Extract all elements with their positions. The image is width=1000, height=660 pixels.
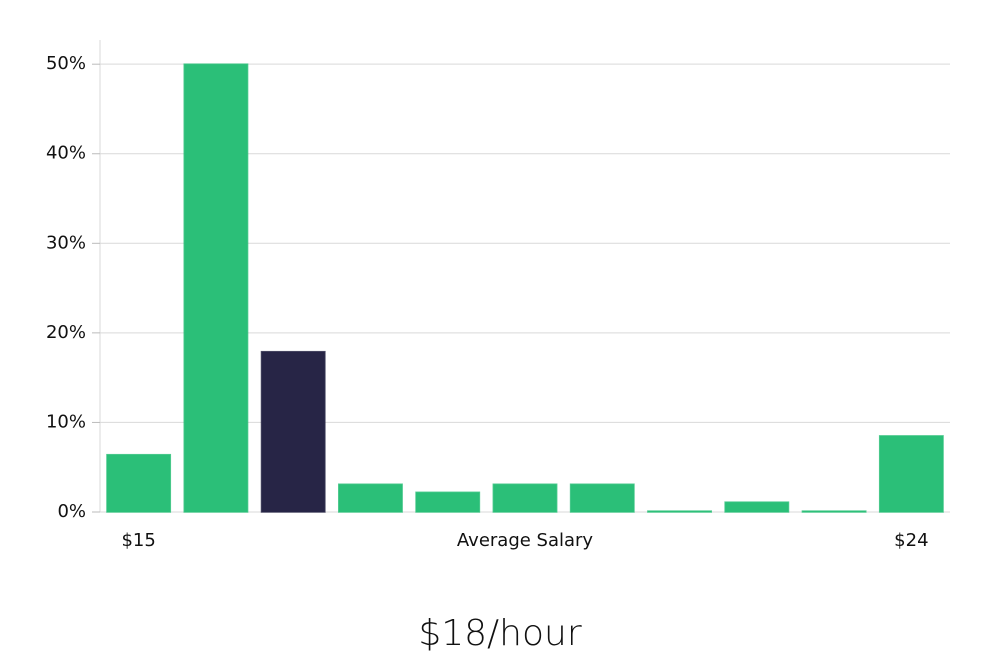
bar (492, 483, 558, 513)
bar (183, 63, 249, 513)
bar (878, 435, 944, 513)
bar (338, 483, 403, 513)
x-tick-label: $24 (894, 530, 928, 551)
bar (647, 510, 712, 513)
y-tick-label: 20% (46, 322, 86, 343)
y-tick-label: 50% (46, 53, 86, 74)
bar (801, 510, 867, 513)
annotation: $18/hour (418, 613, 582, 654)
x-tick-label: $15 (121, 530, 155, 551)
bar (260, 350, 326, 513)
bar (415, 491, 481, 513)
bar (106, 453, 172, 513)
y-tick-label: 0% (57, 501, 86, 522)
x-axis-label: Average Salary (457, 530, 594, 551)
bar (569, 483, 635, 513)
y-tick-label: 30% (46, 232, 86, 253)
y-tick-label: 40% (46, 143, 86, 164)
y-tick-label: 10% (46, 411, 86, 432)
bar (724, 501, 790, 513)
